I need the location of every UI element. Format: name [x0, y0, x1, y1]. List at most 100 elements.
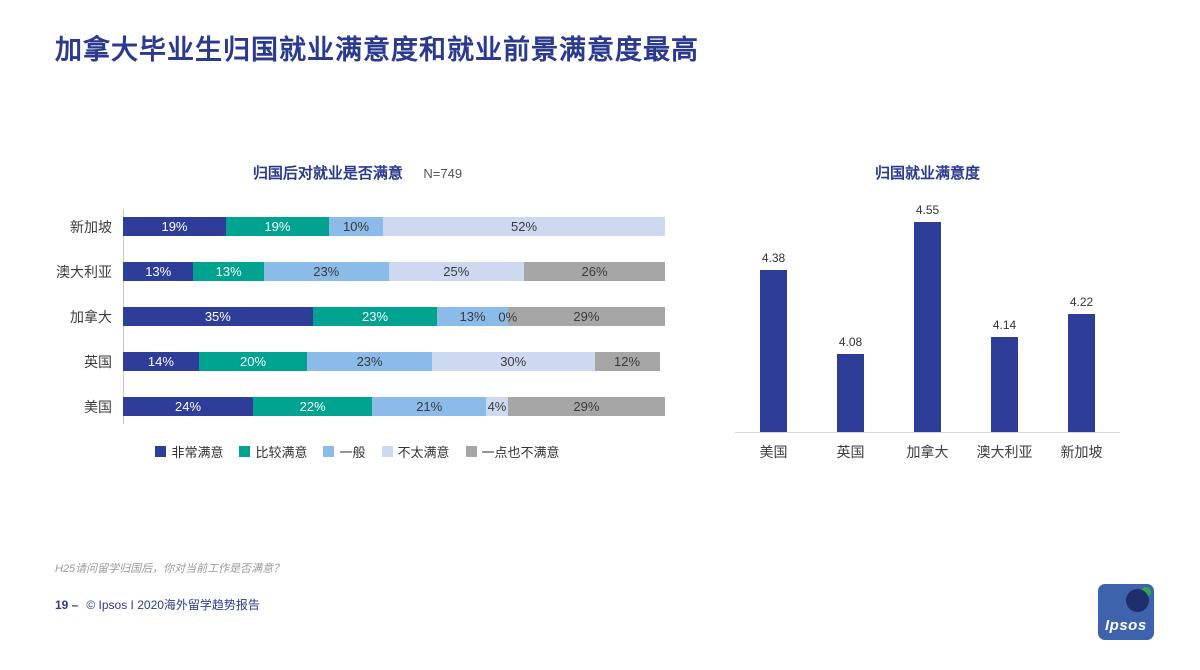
segment-value-label: 22%	[299, 399, 326, 414]
bar-segment: 23%	[312, 307, 438, 326]
legend-swatch	[465, 446, 477, 457]
bar-segment: 13%	[437, 307, 508, 326]
bar-segment: 4%	[486, 397, 508, 416]
bar-segment: 10%	[328, 217, 384, 236]
bar-segment: 12%	[594, 352, 660, 371]
segment-value-label: 19%	[264, 219, 291, 234]
segment-value-label: 0%	[498, 309, 518, 324]
stacked-plot-area: 新加坡 19% 19% 10% 52% 澳大利亚 13% 13% 23% 25% 26% 加拿大 35%…	[50, 209, 665, 424]
segment-value-label: 19%	[161, 219, 188, 234]
logo-circle-icon	[1126, 589, 1149, 612]
bar-plot-area: 4.38 4.08 4.55 4.14 4.22	[735, 203, 1120, 433]
category-label: 美国	[84, 398, 112, 415]
ipsos-logo: Ipsos	[1098, 584, 1154, 640]
legend-item: 不太满意	[381, 442, 450, 461]
segment-value-label: 35%	[204, 309, 231, 324]
bar	[914, 222, 941, 432]
bar-segment: 14%	[123, 352, 199, 371]
bar-segment: 30%	[431, 352, 595, 371]
bar-category-label: 英国	[836, 444, 865, 460]
page-number: 19 –	[55, 598, 79, 612]
stacked-row: 加拿大 35% 23% 13% 0% 29%	[50, 307, 665, 326]
stacked-bar-chart: 归国后对就业是否满意 N=749 新加坡 19% 19% 10% 52% 澳大利亚 13% 1…	[50, 162, 665, 461]
logo-text: Ipsos	[1105, 617, 1147, 634]
bar-column: 4.55	[891, 203, 965, 432]
slide-title: 加拿大毕业生归国就业满意度和就业前景满意度最高	[55, 35, 699, 65]
stacked-bar: 19% 19% 10% 52%	[123, 217, 665, 236]
legend-swatch	[155, 446, 167, 457]
bar-value-label: 4.14	[992, 318, 1017, 332]
bar-category-label: 美国	[759, 444, 788, 460]
bar-segment: 21%	[372, 397, 487, 416]
bar-category-axis: 美国 英国 加拿大 澳大利亚 新加坡	[735, 442, 1120, 462]
footnote: H25请问留学归国后，你对当前工作是否满意？	[55, 563, 285, 575]
legend-swatch	[381, 446, 393, 457]
legend-label: 比较满意	[255, 445, 308, 460]
stacked-row: 新加坡 19% 19% 10% 52%	[50, 217, 665, 236]
segment-value-label: 12%	[614, 354, 641, 369]
segment-value-label: 23%	[356, 354, 383, 369]
segment-value-label: 13%	[459, 309, 486, 324]
legend: 非常满意 比较满意 一般 不太满意 一点也不满意	[50, 442, 665, 461]
bar-column: 4.14	[968, 318, 1042, 432]
segment-value-label: 13%	[215, 264, 242, 279]
bar-value-label: 4.22	[1069, 295, 1094, 309]
bar-segment: 13%	[193, 262, 264, 281]
bar-column: 4.22	[1045, 295, 1119, 432]
bar	[760, 270, 787, 432]
category-label: 新加坡	[70, 218, 112, 235]
bar	[991, 337, 1018, 432]
bar-category-label: 新加坡	[1060, 444, 1103, 460]
stacked-chart-title: 归国后对就业是否满意	[252, 165, 403, 182]
sample-size-label: N=749	[423, 166, 463, 181]
legend-swatch	[323, 446, 335, 457]
legend-item: 比较满意	[239, 442, 307, 461]
bar-segment: 52%	[383, 217, 665, 236]
bar-value-label: 4.08	[838, 335, 863, 349]
footer: 19 – © Ipsos I 2020海外留学趋势报告	[55, 596, 260, 613]
segment-value-label: 20%	[240, 354, 267, 369]
bar-value-label: 4.38	[761, 251, 786, 265]
bar-chart-title: 归国就业满意度	[874, 165, 980, 182]
bar	[837, 354, 864, 432]
segment-value-label: 23%	[313, 264, 340, 279]
stacked-bar: 14% 20% 23% 30% 12%	[123, 352, 665, 371]
stacked-row: 美国 24% 22% 21% 4% 29%	[50, 397, 665, 416]
segment-value-label: 14%	[147, 354, 174, 369]
legend-label: 一般	[339, 445, 366, 460]
category-label: 英国	[84, 353, 112, 370]
bar-category-label: 加拿大	[906, 444, 949, 460]
bar-segment: 24%	[123, 397, 254, 416]
segment-value-label: 4%	[487, 399, 507, 414]
stacked-chart-header: 归国后对就业是否满意 N=749	[50, 162, 665, 183]
stacked-bar: 13% 13% 23% 25% 26%	[123, 262, 665, 281]
legend-label: 一点也不满意	[481, 445, 560, 460]
segment-value-label: 23%	[362, 309, 389, 324]
footer-text: © Ipsos I 2020海外留学趋势报告	[86, 598, 260, 612]
segment-value-label: 30%	[500, 354, 527, 369]
bar-segment: 23%	[263, 262, 389, 281]
stacked-row: 澳大利亚 13% 13% 23% 25% 26%	[50, 262, 665, 281]
bar-value-label: 4.55	[915, 203, 940, 217]
segment-value-label: 25%	[443, 264, 470, 279]
category-label: 加拿大	[70, 308, 112, 325]
segment-value-label: 13%	[145, 264, 172, 279]
bar-segment: 19%	[123, 217, 226, 236]
bar-segment: 26%	[524, 262, 665, 281]
vertical-bar-chart: 归国就业满意度 4.38 4.08 4.55 4.14 4.22 美国 英国 加拿大 澳大利亚…	[735, 162, 1120, 462]
bar-chart-header: 归国就业满意度	[735, 162, 1120, 183]
segment-value-label: 29%	[573, 399, 600, 414]
legend-item: 一般	[323, 442, 366, 461]
segment-value-label: 29%	[573, 309, 600, 324]
legend-item: 一点也不满意	[465, 442, 560, 461]
stacked-bar: 24% 22% 21% 4% 29%	[123, 397, 665, 416]
bar-category-label: 澳大利亚	[976, 444, 1033, 460]
segment-value-label: 21%	[416, 399, 443, 414]
bar-segment: 13%	[123, 262, 194, 281]
bar-segment: 35%	[123, 307, 313, 326]
legend-label: 不太满意	[397, 445, 450, 460]
legend-label: 非常满意	[171, 445, 224, 460]
category-label: 澳大利亚	[56, 263, 112, 280]
bar-segment: 29%	[507, 307, 665, 326]
